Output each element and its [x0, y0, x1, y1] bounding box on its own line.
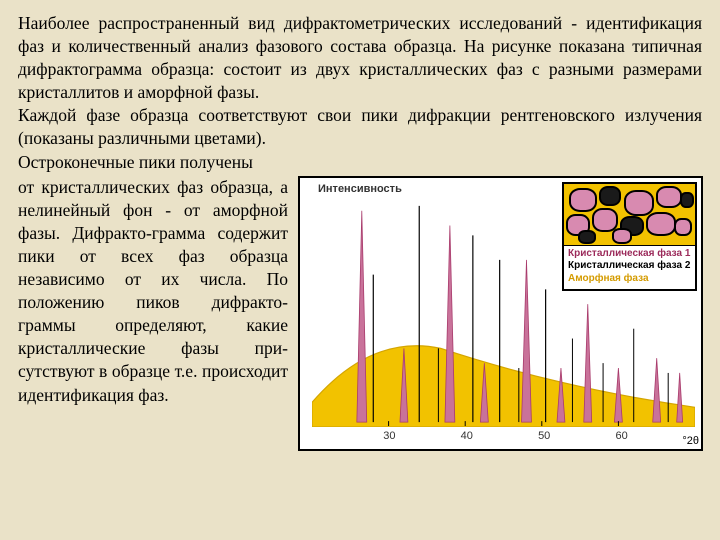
x-axis: 30 40 50 60 [312, 429, 695, 447]
legend-amorphous: Аморфная фаза [568, 273, 691, 286]
diffractogram-chart: Интенсивность Кристаллическая фаза 1 Кри… [298, 176, 703, 451]
legend-phase1: Кристаллическая фаза 1 [568, 248, 691, 261]
x-tick-label: 30 [383, 429, 395, 444]
y-axis-label: Интенсивность [318, 182, 402, 197]
legend-microstructure-icon [564, 184, 695, 246]
paragraph-1: Наиболее распространенный вид дифрактоме… [18, 12, 702, 104]
paragraph-2: Каждой фазе образца соответствуют свои п… [18, 104, 702, 150]
paragraph-3b: от кристаллических фаз образца, а нелине… [18, 176, 288, 451]
x-tick-label: 50 [538, 429, 550, 444]
legend: Кристаллическая фаза 1 Кристаллическая ф… [562, 182, 697, 292]
x-axis-label: °2θ [682, 434, 699, 449]
x-tick-label: 40 [461, 429, 473, 444]
paragraph-3a: Остроконечные пики получены [18, 151, 702, 174]
legend-phase2: Кристаллическая фаза 2 [568, 260, 691, 273]
x-tick-label: 60 [615, 429, 627, 444]
